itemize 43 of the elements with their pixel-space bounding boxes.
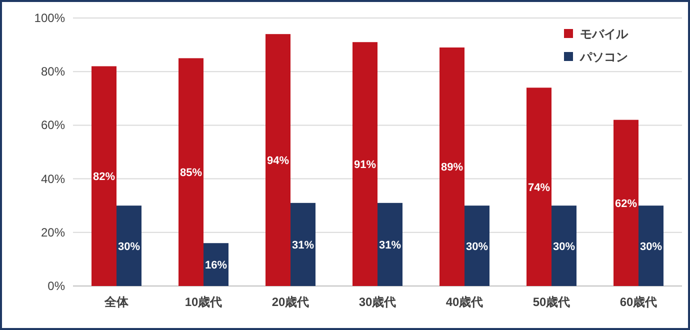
bar bbox=[266, 34, 290, 286]
y-tick-label: 60% bbox=[40, 118, 66, 132]
x-tick-label: 40歳代 bbox=[446, 295, 484, 309]
bar bbox=[204, 243, 228, 286]
bar bbox=[178, 58, 204, 286]
x-tick-label: 全体 bbox=[104, 295, 130, 309]
y-tick-label: 100% bbox=[34, 11, 66, 25]
y-tick-label: 40% bbox=[40, 172, 66, 186]
bar bbox=[614, 120, 638, 286]
bar bbox=[378, 202, 402, 286]
bar bbox=[290, 202, 316, 286]
data-label: 89% bbox=[440, 162, 464, 174]
data-label: 31% bbox=[378, 239, 402, 252]
data-label: 30% bbox=[552, 240, 576, 253]
bar bbox=[526, 88, 552, 286]
data-label: 85% bbox=[180, 167, 202, 180]
x-tick-label: 30歳代 bbox=[358, 295, 396, 309]
bar bbox=[92, 66, 116, 286]
y-tick-label: 0% bbox=[48, 279, 66, 293]
x-tick-label: 50歳代 bbox=[532, 295, 570, 309]
data-label: 62% bbox=[614, 198, 638, 210]
x-tick-label: 10歳代 bbox=[184, 295, 222, 309]
bar bbox=[116, 206, 142, 286]
y-tick-label: 20% bbox=[40, 225, 66, 240]
x-tick-label: 20歳代 bbox=[272, 295, 310, 309]
data-label: 16% bbox=[204, 260, 228, 272]
data-label: 74% bbox=[528, 182, 550, 194]
legend-label: モバイル bbox=[580, 27, 629, 41]
bar bbox=[440, 47, 464, 286]
data-label: 30% bbox=[118, 240, 140, 253]
data-label: 94% bbox=[266, 155, 290, 168]
x-tick-label: 60歳代 bbox=[620, 295, 658, 309]
data-label: 91% bbox=[354, 159, 376, 172]
bar bbox=[352, 42, 378, 286]
bar bbox=[552, 206, 576, 286]
data-label: 30% bbox=[466, 240, 488, 253]
data-label: 30% bbox=[640, 240, 662, 253]
bar bbox=[464, 206, 490, 286]
bar bbox=[638, 206, 664, 286]
legend-label: パソコン bbox=[579, 50, 628, 64]
data-label: 31% bbox=[292, 239, 314, 252]
y-tick-label: 80% bbox=[40, 64, 66, 79]
data-label: 82% bbox=[92, 171, 116, 184]
